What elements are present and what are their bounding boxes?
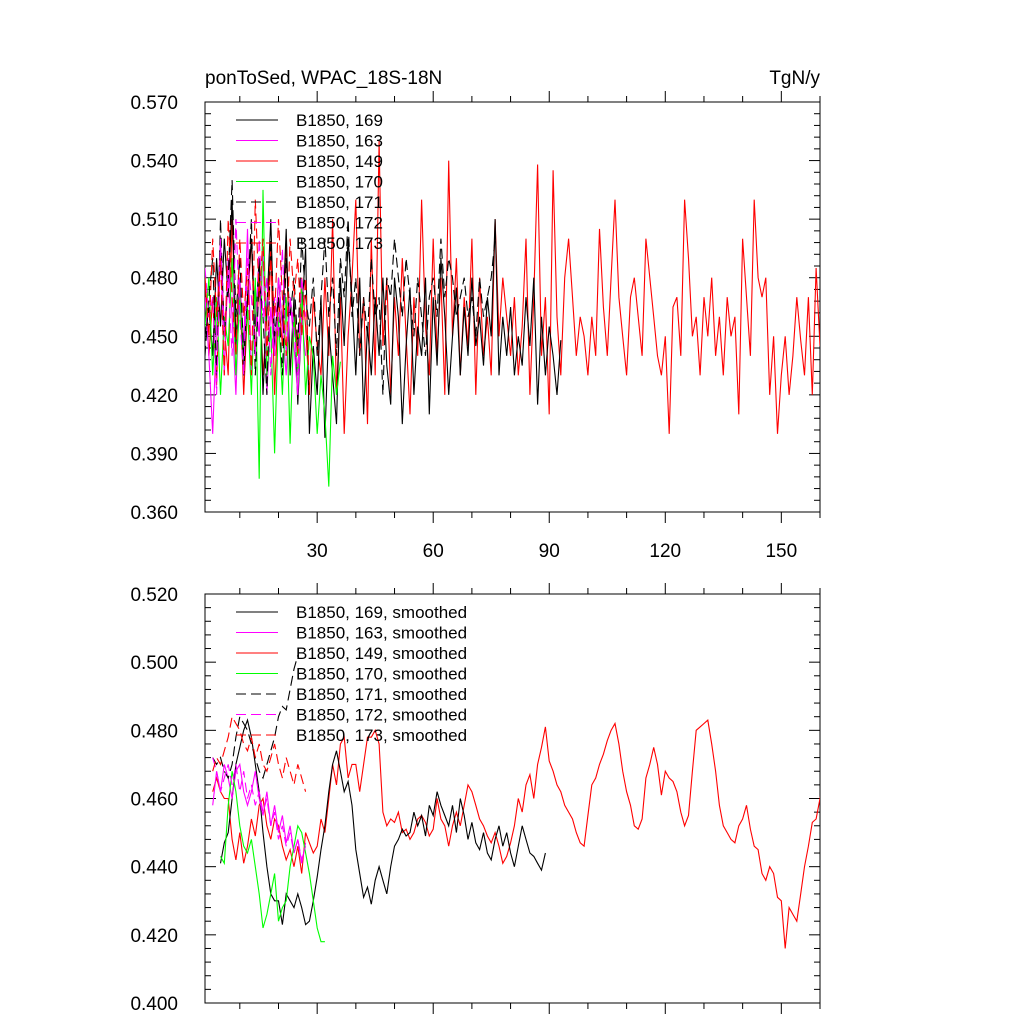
- y-tick-label: 0.540: [130, 152, 178, 173]
- series-line: [220, 771, 325, 943]
- series-line: [205, 219, 307, 395]
- y-tick-label: 0.440: [130, 858, 178, 879]
- y-tick-label: 0.460: [130, 790, 178, 811]
- legend-entry: B1850, 172: [296, 214, 383, 233]
- y-tick-label: 0.480: [130, 721, 178, 742]
- y-tick-label: 0.480: [130, 269, 178, 290]
- legend-entry: B1850, 163: [296, 132, 383, 151]
- series-line: [205, 199, 310, 395]
- series-line: [205, 189, 341, 487]
- y-tick-label: 0.500: [130, 653, 178, 674]
- legend-entry: B1850, 170, smoothed: [296, 665, 467, 684]
- x-tick-label: 90: [539, 541, 560, 562]
- y-tick-label: 0.420: [130, 386, 178, 407]
- x-tick-label: 60: [423, 541, 444, 562]
- top-panel: 0.360 0.390 0.420 0.450 0.480 0.510 0.540 0.570…: [130, 91, 821, 562]
- y-tick-label: 0.570: [130, 93, 178, 114]
- legend-entry: B1850, 163, smoothed: [296, 624, 467, 643]
- series-line: [212, 762, 307, 864]
- y-tick-label: 0.420: [130, 926, 178, 947]
- series-line: [212, 757, 307, 861]
- series-line: [219, 718, 546, 926]
- y-tick-label: 0.450: [130, 327, 178, 348]
- plot-frame: [204, 101, 821, 513]
- legend-entry: B1850, 170: [296, 173, 383, 192]
- legend-entry: B1850, 169: [296, 111, 383, 130]
- x-tick-label: 150: [765, 541, 797, 562]
- legend-entry: B1850, 149, smoothed: [296, 644, 467, 663]
- legend-entry: B1850, 173, smoothed: [296, 726, 467, 745]
- y-tick-label: 0.510: [130, 210, 178, 231]
- series-line: [205, 199, 562, 438]
- units-label: TgN/y: [769, 68, 820, 89]
- plot-title: ponToSed, WPAC_18S-18N: [205, 68, 442, 89]
- legend-entry: B1850, 169, smoothed: [296, 603, 467, 622]
- legend-entry: B1850, 172, smoothed: [296, 706, 467, 725]
- series-line: [205, 180, 496, 395]
- legend-entry: B1850, 149: [296, 152, 383, 171]
- series-line: [212, 719, 820, 949]
- legend-entry: B1850, 171: [296, 193, 383, 212]
- bottom-panel: 0.400 0.420 0.440 0.460 0.480 0.500 0.520 B1850…: [130, 583, 821, 1015]
- x-tick-label: 30: [307, 541, 328, 562]
- x-tick-label: 120: [649, 541, 681, 562]
- series-line: [212, 715, 307, 792]
- y-tick-label: 0.400: [130, 994, 178, 1015]
- legend-entry: B1850, 173: [296, 234, 383, 253]
- legend-entry: B1850, 171, smoothed: [296, 685, 467, 704]
- y-tick-label: 0.520: [130, 585, 178, 606]
- y-tick-label: 0.360: [130, 503, 178, 524]
- y-tick-label: 0.390: [130, 444, 178, 465]
